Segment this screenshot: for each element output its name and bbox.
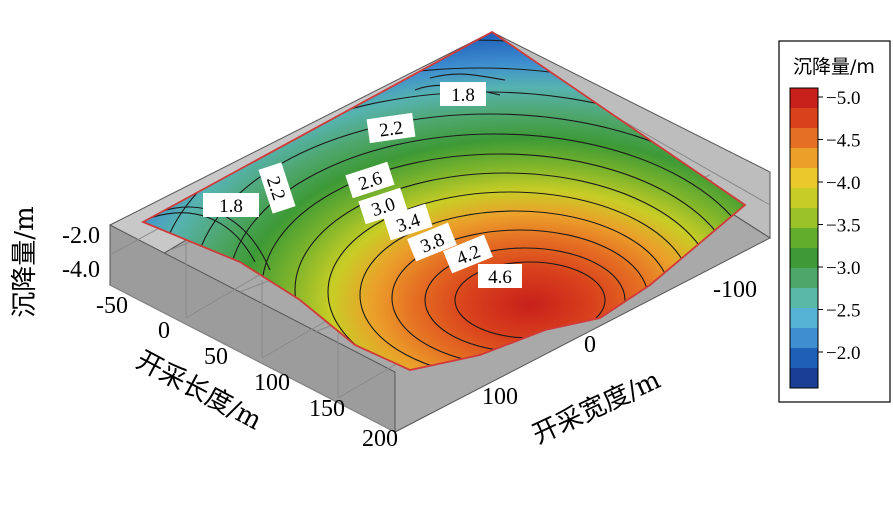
contour-label-text: 4.6 (488, 267, 512, 288)
colorbar-swatch (790, 168, 818, 189)
colorbar-tick-label: −4.0 (826, 173, 860, 194)
contour-label-text: 1.8 (451, 85, 475, 106)
y-tick-label: 100 (482, 384, 518, 410)
y-tick-label: 0 (584, 332, 596, 358)
colorbar-swatch (790, 328, 818, 349)
x-tick-label: 50 (204, 344, 228, 370)
colorbar-swatch (790, 228, 818, 249)
x-axis-label: 开采长度/m (131, 345, 266, 436)
colorbar-swatch (790, 128, 818, 149)
colorbar-swatches (790, 88, 818, 389)
z-tick-label: -2.0 (62, 223, 100, 249)
z-axis-label: 沉降量/m (10, 206, 40, 317)
contour-label: 2.2 (366, 112, 416, 144)
colorbar-legend: 沉降量/m −5.0 −4.5 −4.0 −3.5 −3.0 −2.5 −2.0 (778, 40, 891, 403)
colorbar-tick-label: −2.0 (826, 343, 860, 364)
contour-labels: 1.8 1.8 2.2 2.2 2.6 3.0 3.4 3.8 (203, 82, 522, 288)
colorbar-tick-label: −3.5 (826, 216, 860, 237)
colorbar-title: 沉降量/m (793, 56, 875, 78)
colorbar-swatch (790, 188, 818, 209)
contour-label: 4.6 (478, 264, 522, 288)
colorbar-tick-label: −4.5 (826, 131, 860, 152)
contour-label-text: 1.8 (219, 196, 243, 217)
colorbar-swatch (790, 108, 818, 129)
surface-fill (143, 32, 745, 370)
x-tick-label: 150 (309, 396, 345, 422)
colorbar-ticks: −5.0 −4.5 −4.0 −3.5 −3.0 −2.5 −2.0 (818, 88, 860, 364)
colorbar-tick-label: −2.5 (826, 301, 860, 322)
z-axis: -2.0 -4.0 沉降量/m (10, 206, 100, 317)
colorbar-swatch (790, 208, 818, 229)
contour-label-text: 2.2 (378, 117, 404, 141)
colorbar-swatch (790, 308, 818, 329)
y-axis-label: 开采宽度/m (528, 365, 665, 450)
x-tick-label: 0 (158, 318, 170, 344)
y-tick-label: -100 (713, 277, 757, 303)
colorbar-swatch (790, 368, 818, 389)
z-tick-label: -4.0 (62, 257, 100, 283)
x-tick-label: 100 (254, 370, 290, 396)
contour-label: 3.8 (407, 222, 457, 262)
colorbar-swatch (790, 88, 818, 109)
colorbar-swatch (790, 288, 818, 309)
contour-label: 2.2 (258, 162, 296, 214)
colorbar-swatch (790, 248, 818, 269)
x-tick-label: -50 (96, 293, 128, 319)
contour-label: 4.2 (443, 234, 493, 274)
colorbar-tick-label: −5.0 (826, 88, 860, 109)
surface-outline (140, 30, 747, 371)
contour-label: 1.8 (440, 82, 486, 106)
colorbar-swatch (790, 148, 818, 169)
colorbar-swatch (790, 268, 818, 289)
colorbar-swatch (790, 348, 818, 369)
contour-label: 1.8 (203, 193, 259, 217)
colorbar-tick-label: −3.0 (826, 258, 860, 279)
x-tick-label: 200 (362, 426, 398, 452)
